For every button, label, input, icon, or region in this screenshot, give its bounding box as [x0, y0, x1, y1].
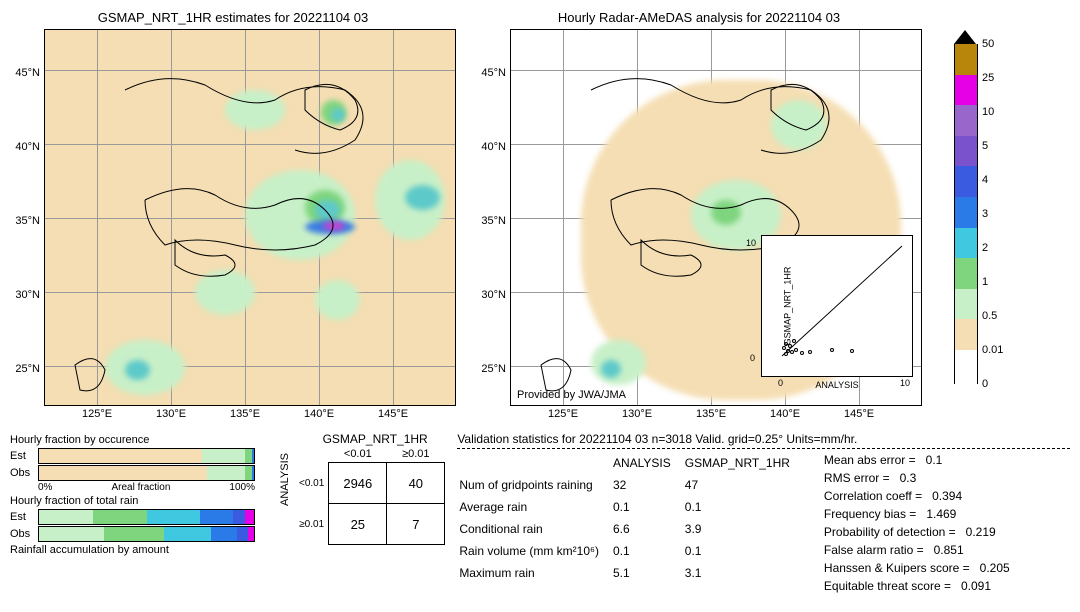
ylabel: 25°N: [15, 363, 40, 375]
metric-row: Correlation coeff = 0.394: [824, 487, 1010, 505]
ylabel: 35°N: [15, 215, 40, 227]
colorbar-tick: 25: [982, 72, 994, 84]
accumulation-title: Rainfall accumulation by amount: [10, 544, 255, 556]
cell: 40: [387, 463, 445, 504]
right-map-title: Hourly Radar-AMeDAS analysis for 2022110…: [558, 10, 840, 25]
xlabel: 130°E: [622, 408, 652, 420]
colorbar-tick: 10: [982, 106, 994, 118]
metric-row: RMS error = 0.3: [824, 469, 1010, 487]
obs-label: Obs: [10, 467, 38, 479]
cell: 7: [387, 504, 445, 545]
occurrence-est-bar: [38, 448, 255, 464]
validation-title: Validation statistics for 20221104 03 n=…: [457, 432, 1070, 446]
cell: 2946: [329, 463, 387, 504]
val-row-a: 32: [613, 475, 683, 495]
ylabel: 30°N: [481, 289, 506, 301]
metric-row: Hanssen & Kuipers score = 0.205: [824, 559, 1010, 577]
ylabel: 40°N: [481, 141, 506, 153]
colorbar-tick: 2: [982, 242, 988, 254]
left-stats: Hourly fraction by occurence Est Obs 0% …: [10, 432, 255, 595]
ylabel: 35°N: [481, 215, 506, 227]
val-row-a: 0.1: [613, 497, 683, 517]
colorbar-tick: 50: [982, 38, 994, 50]
cell: 25: [329, 504, 387, 545]
colorbar-tick: 3: [982, 208, 988, 220]
val-row-b: 0.1: [685, 541, 802, 561]
val-row-b: 3.9: [685, 519, 802, 539]
val-row-a: 5.1: [613, 563, 683, 583]
colorbar-tick: 1: [982, 276, 988, 288]
scatter-ylabel: GSMAP_NRT_1HR: [782, 267, 792, 346]
xlabel: 135°E: [696, 408, 726, 420]
right-map: 0 10 0 10 GSMAP_NRT_1HR ANALYSIS Provide…: [510, 29, 922, 406]
obs-label: Obs: [10, 528, 38, 540]
validation-stats: Validation statistics for 20221104 03 n=…: [457, 432, 1070, 595]
val-row-a: 6.6: [613, 519, 683, 539]
total-rain-title: Hourly fraction of total rain: [10, 495, 255, 507]
occurrence-title: Hourly fraction by occurence: [10, 434, 255, 446]
ylabel: 45°N: [481, 67, 506, 79]
axis-left: 0%: [38, 482, 52, 493]
totalrain-obs-bar: [38, 526, 255, 542]
xlabel: 140°E: [770, 408, 800, 420]
scatter-inset: 0 10 0 10 GSMAP_NRT_1HR ANALYSIS: [761, 235, 913, 377]
ylabel: 25°N: [481, 363, 506, 375]
left-map-container: GSMAP_NRT_1HR estimates for 20221104 03 …: [10, 10, 456, 424]
scatter-xlabel: ANALYSIS: [815, 380, 858, 390]
colorbar-arrow-icon: [954, 30, 976, 44]
ylabel: 40°N: [15, 141, 40, 153]
metric-row: False alarm ratio = 0.851: [824, 541, 1010, 559]
val-row-label: Conditional rain: [459, 519, 611, 539]
metric-row: Frequency bias = 1.469: [824, 505, 1010, 523]
est-label: Est: [10, 511, 38, 523]
coastline-svg: [45, 30, 455, 405]
colorbar-tick: 0.01: [982, 344, 1003, 356]
colorbar-tick: 4: [982, 174, 988, 186]
colorbar-tick: 0.5: [982, 310, 997, 322]
bottom-row: Hourly fraction by occurence Est Obs 0% …: [10, 432, 1070, 595]
xlabel: 130°E: [156, 408, 186, 420]
axis-right: 100%: [229, 482, 255, 493]
left-map-title: GSMAP_NRT_1HR estimates for 20221104 03: [98, 10, 369, 25]
metric-row: Equitable threat score = 0.091: [824, 577, 1010, 595]
metric-row: Probability of detection = 0.219: [824, 523, 1010, 541]
xlabel: 125°E: [82, 408, 112, 420]
occurrence-obs-bar: [38, 465, 255, 481]
val-row-b: 0.1: [685, 497, 802, 517]
xlabel: 125°E: [548, 408, 578, 420]
col2: ≥0.01: [387, 446, 445, 463]
ylabel: 30°N: [15, 289, 40, 301]
totalrain-est-bar: [38, 509, 255, 525]
val-row-b: 47: [685, 475, 802, 495]
colorbar-tick: 0: [982, 378, 988, 390]
right-map-container: Hourly Radar-AMeDAS analysis for 2022110…: [476, 10, 922, 424]
val-row-label: Average rain: [459, 497, 611, 517]
row2: ≥0.01: [295, 504, 329, 545]
val-row-a: 0.1: [613, 541, 683, 561]
ylabel: 45°N: [15, 67, 40, 79]
left-map: [44, 29, 456, 406]
est-label: Est: [10, 450, 38, 462]
jma-credit: Provided by JWA/JMA: [517, 389, 626, 401]
colorbar-tick: 5: [982, 140, 988, 152]
col-header: ANALYSIS: [613, 453, 683, 473]
metric-row: Mean abs error = 0.1: [824, 451, 1010, 469]
contingency-header: GSMAP_NRT_1HR: [305, 432, 445, 446]
top-row: GSMAP_NRT_1HR estimates for 20221104 03 …: [10, 10, 1070, 424]
xlabel: 140°E: [304, 408, 334, 420]
xlabel: 145°E: [844, 408, 874, 420]
val-row-label: Num of gridpoints raining: [459, 475, 611, 495]
axis-mid: Areal fraction: [111, 482, 170, 493]
col-header: GSMAP_NRT_1HR: [685, 453, 802, 473]
val-row-label: Maximum rain: [459, 563, 611, 583]
contingency-side: ANALYSIS: [279, 486, 291, 506]
row1: <0.01: [295, 463, 329, 504]
xlabel: 145°E: [378, 408, 408, 420]
val-row-label: Rain volume (mm km²10⁶): [459, 541, 611, 561]
colorbar: 502510543210.50.010: [954, 30, 976, 410]
val-row-b: 3.1: [685, 563, 802, 583]
xlabel: 135°E: [230, 408, 260, 420]
col1: <0.01: [329, 446, 387, 463]
contingency-table: GSMAP_NRT_1HR ANALYSIS <0.01≥0.01 <0.012…: [275, 432, 445, 595]
